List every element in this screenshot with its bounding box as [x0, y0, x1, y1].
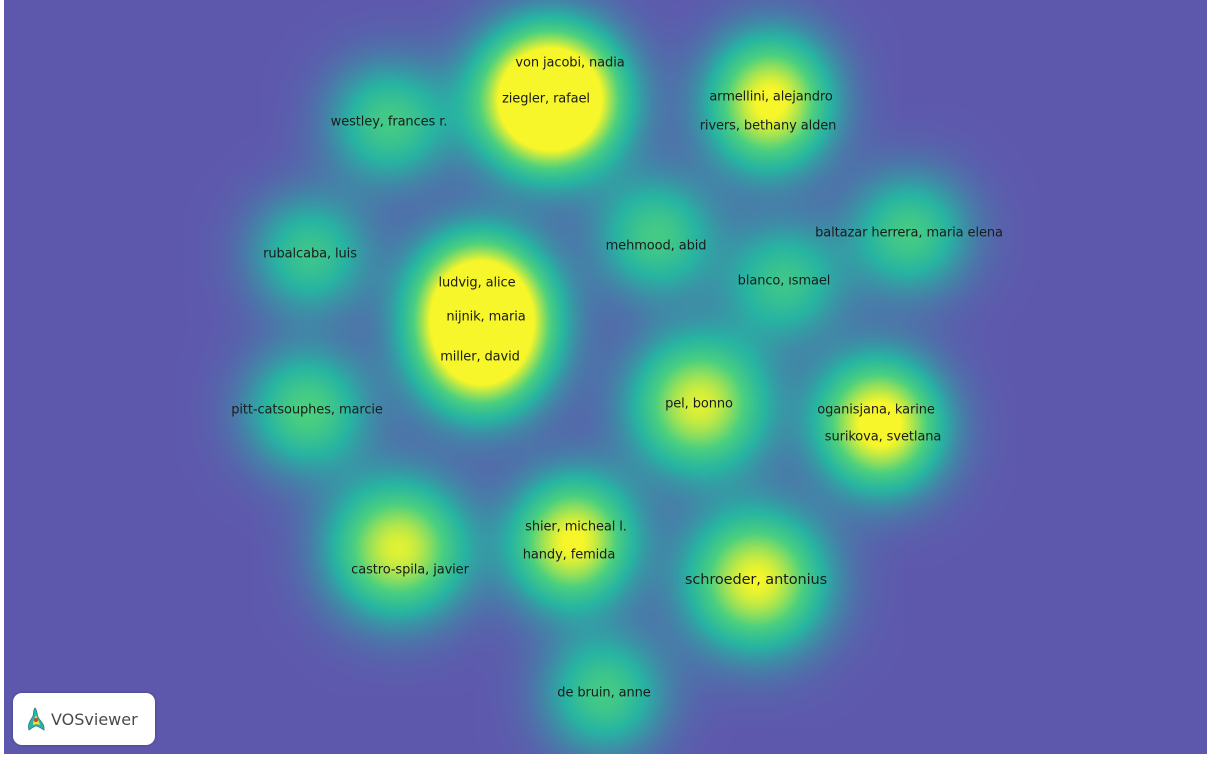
density-map-viewport[interactable]: von jacobi, nadia ziegler, rafael westley,…	[4, 0, 1207, 754]
node-label[interactable]: castro-spila, javier	[351, 562, 469, 578]
node-label[interactable]: blanco, ısmael	[737, 273, 831, 289]
node-label[interactable]: nijnik, maria	[446, 309, 526, 325]
node-label[interactable]: handy, femida	[522, 547, 616, 563]
node-label[interactable]: mehmood, abid	[605, 238, 707, 254]
node-label[interactable]: miller, david	[440, 349, 520, 365]
node-label[interactable]: de bruin, anne	[557, 685, 651, 701]
node-label[interactable]: ludvig, alice	[438, 275, 516, 291]
node-label[interactable]: armellini, alejandro	[709, 89, 833, 105]
node-label[interactable]: ziegler, rafael	[502, 91, 590, 107]
node-label[interactable]: shier, micheal l.	[525, 519, 627, 535]
node-label[interactable]: schroeder, antonius	[684, 571, 828, 588]
node-label[interactable]: surikova, svetlana	[824, 429, 942, 445]
vosviewer-logo-text: VOSviewer	[51, 709, 138, 729]
node-label[interactable]: rubalcaba, luis	[263, 246, 357, 262]
vosviewer-logo-badge[interactable]: VOSviewer	[13, 693, 155, 745]
node-label[interactable]: oganisjana, karine	[817, 402, 935, 418]
node-label[interactable]: baltazar herrera, maria elena	[815, 225, 1003, 241]
node-label[interactable]: westley, frances r.	[330, 114, 448, 130]
node-label[interactable]: von jacobi, nadia	[515, 55, 625, 71]
node-label[interactable]: pitt-catsouphes, marcie	[231, 402, 383, 418]
node-labels-layer: von jacobi, nadia ziegler, rafael westley,…	[4, 0, 1207, 754]
vosviewer-logo-icon	[28, 707, 45, 731]
node-label[interactable]: pel, bonno	[665, 396, 733, 412]
density-map-canvas[interactable]	[4, 0, 1207, 754]
node-label[interactable]: rivers, bethany alden	[699, 118, 837, 134]
